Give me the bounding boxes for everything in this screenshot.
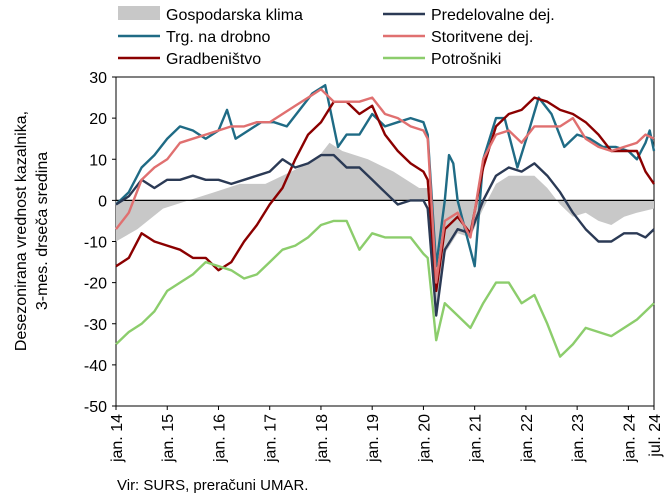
x-tick-label: jan. 18 xyxy=(314,414,331,463)
x-tick-label: jan. 24 xyxy=(621,414,638,463)
y-axis: -50 -40 -30 -20 -10 0 10 20 30 xyxy=(84,70,116,416)
x-tick-label: jan. 15 xyxy=(160,414,177,463)
plot-area xyxy=(115,76,656,407)
x-tick-label: jan. 16 xyxy=(211,414,228,463)
legend-label: Potrošniki xyxy=(431,51,501,68)
series-line-potrosniki xyxy=(115,219,655,358)
legend-label: Gospodarska klima xyxy=(166,7,303,24)
legend-label: Predelovalne dej. xyxy=(431,7,555,24)
x-tick-label: jan. 14 xyxy=(109,414,126,463)
legend-label: Trg. na drobno xyxy=(166,29,270,46)
legend: Gospodarska klima Trg. na drobno Gradbeniš… xyxy=(118,6,555,68)
y-tick-label: -40 xyxy=(84,358,107,375)
y-axis-label-line-1: Desezonirana vrednost kazalnika, xyxy=(13,111,30,351)
source-note: Vir: SURS, preračuni UMAR. xyxy=(117,477,308,494)
y-tick-label: -10 xyxy=(84,235,107,252)
legend-swatch xyxy=(118,6,160,20)
y-tick-label: 30 xyxy=(89,70,107,87)
series-line-predelovalne-dej xyxy=(115,153,655,317)
series-line-gradbenistvo xyxy=(115,96,655,293)
legend-label: Gradbeništvo xyxy=(166,51,261,68)
x-tick-label: jan. 23 xyxy=(570,414,587,463)
series-area-gospodarska-klima xyxy=(116,142,654,316)
y-tick-label: -50 xyxy=(84,399,107,416)
x-tick-label: jan. 22 xyxy=(519,414,536,463)
y-axis-label-line-2: 3-mes. drseča sredina xyxy=(34,152,51,310)
x-tick-label: jan. 20 xyxy=(416,414,433,463)
x-tick-label: jan. 17 xyxy=(263,414,280,463)
x-tick-label: jan. 19 xyxy=(365,414,382,463)
y-tick-label: 20 xyxy=(89,111,107,128)
x-axis: jan. 14 jan. 15 jan. 16 jan. 17 jan. 18 jan. … xyxy=(109,406,664,463)
y-tick-label: 10 xyxy=(89,152,107,169)
x-tick-label: jul. 24 xyxy=(647,414,664,458)
x-tick-label: jan. 21 xyxy=(468,414,485,463)
legend-label: Storitvene dej. xyxy=(431,29,533,46)
series-line-storitvene-dej xyxy=(115,88,655,284)
y-tick-label: -30 xyxy=(84,317,107,334)
y-tick-label: -20 xyxy=(84,276,107,293)
series-line-trg-na-drobno xyxy=(115,84,656,268)
y-tick-label: 0 xyxy=(98,193,107,210)
